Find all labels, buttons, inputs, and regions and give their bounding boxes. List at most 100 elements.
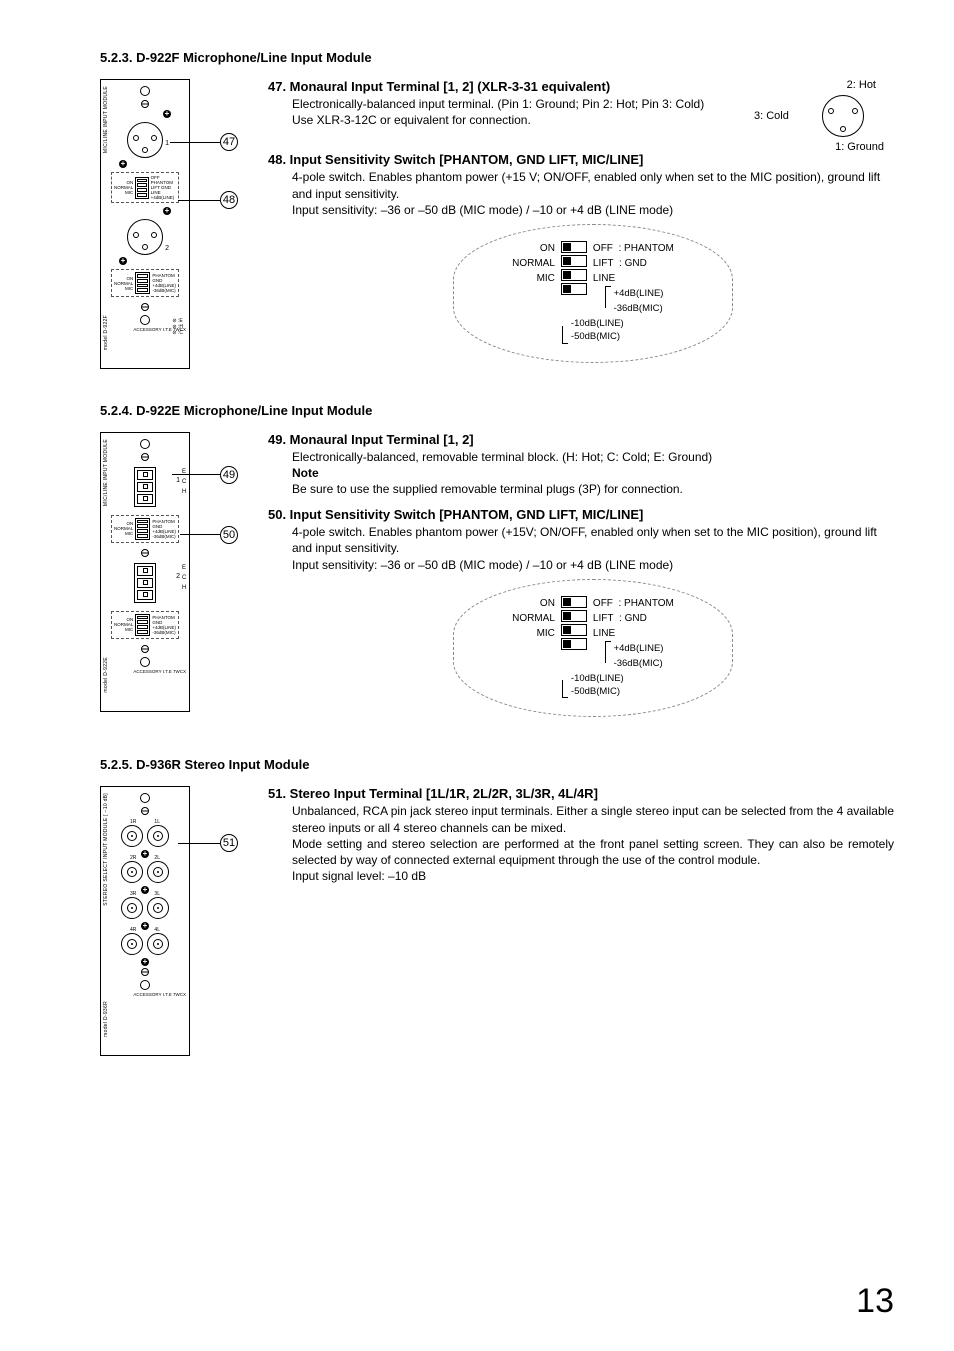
term-e: E (182, 563, 186, 573)
dip-l3: MIC (512, 626, 555, 641)
module-d922e: MIC/LINE INPUT MODULE model D-922E E C H… (100, 432, 240, 728)
slot-screw-icon (141, 968, 149, 976)
dip-r3: LINE (593, 626, 674, 641)
module-d922e-side-top: MIC/LINE INPUT MODULE (103, 439, 109, 506)
item-48-title: 48. Input Sensitivity Switch [PHANTOM, G… (268, 152, 894, 167)
xlr-pinout-diagram: 2: Hot 3: Cold 1: Ground (754, 79, 894, 153)
rca-jack-icon (147, 897, 169, 919)
section-525-heading: 5.2.5. D-936R Stereo Input Module (100, 757, 894, 772)
item-50: 50. Input Sensitivity Switch [PHANTOM, G… (268, 507, 894, 717)
dip-a1: +4dB(LINE) (614, 286, 664, 301)
item-47-body2: Use XLR-3-12C or equivalent for connecti… (292, 112, 744, 128)
pin-1-ground-label: 1: Ground (754, 141, 894, 153)
pin-3-cold-label: 3: Cold (754, 110, 789, 122)
rca-jack-icon (121, 861, 143, 883)
dip-label: +4dB(LINE) (152, 529, 176, 534)
section-524-content: 49. Monaural Input Terminal [1, 2] Elect… (268, 432, 894, 728)
dip-t2: : GND (619, 613, 647, 624)
callout-51: 51 (178, 834, 238, 852)
section-525-content: 51. Stereo Input Terminal [1L/1R, 2L/2R,… (268, 786, 894, 1056)
dip-a2: -36dB(MIC) (614, 301, 664, 316)
term-h: H (182, 583, 186, 593)
plus-screw-icon (163, 110, 171, 118)
dip-l2: NORMAL (512, 256, 555, 271)
rca-jack-icon (121, 897, 143, 919)
plus-screw-icon (163, 207, 171, 215)
dip-label: +4dB(LINE) (151, 195, 176, 200)
module-d922f-side-bottom: model D-922F (103, 315, 109, 350)
rca-jack-icon (121, 825, 143, 847)
module-d922f-side-top: MIC/LINE INPUT MODULE (103, 86, 109, 153)
item-50-body2: Input sensitivity: –36 or –50 dB (MIC mo… (292, 557, 894, 573)
dip-l1: ON (512, 596, 555, 611)
dip-l3: MIC (512, 271, 555, 286)
plus-screw-icon (119, 257, 127, 265)
section-524-heading: 5.2.4. D-922E Microphone/Line Input Modu… (100, 403, 894, 418)
rca-jack-icon (147, 933, 169, 955)
dip-label: -36dB(MIC) (152, 534, 176, 539)
rca-jack-icon (147, 825, 169, 847)
dip-switch-icon: ON NORMAL MIC OFF PHANTOM LIFT GND LINE … (111, 172, 179, 203)
item-47-body1: Electronically-balanced input terminal. … (292, 96, 744, 112)
channel-2-label: 2 (165, 245, 169, 252)
slot-screw-icon (141, 453, 149, 461)
item-48-body2: Input sensitivity: –36 or –50 dB (MIC mo… (292, 202, 894, 218)
dip-switch-icon: ON NORMAL MIC PHANTOM GND +4dB(LINE) -36… (111, 515, 179, 543)
dip-label: PHANTOM (152, 519, 176, 524)
rca-pair-4: 4R4L (121, 933, 169, 955)
dip-b1: -10dB(LINE) (571, 318, 624, 331)
dip-a2: -36dB(MIC) (614, 656, 664, 671)
slot-screw-icon (141, 303, 149, 311)
dip-label: GND (161, 185, 171, 190)
dip-b2: -50dB(MIC) (571, 331, 624, 344)
item-48: 48. Input Sensitivity Switch [PHANTOM, G… (268, 152, 894, 362)
screw-hole-icon (140, 86, 150, 96)
section-525: 5.2.5. D-936R Stereo Input Module STEREO… (100, 757, 894, 1056)
accessory-label: ACCESSORY I.T.E 7WCX (101, 992, 189, 997)
dip-label: MIC (114, 286, 133, 291)
screw-hole-icon (140, 657, 150, 667)
dip-label: +4dB(LINE) (152, 625, 176, 630)
dip-l2: NORMAL (512, 611, 555, 626)
item-51-body1: Unbalanced, RCA pin jack stereo input te… (292, 803, 894, 835)
item-51-body2: Mode setting and stereo selection are pe… (292, 836, 894, 868)
module-d936r: STEREO SELECT INPUT MODULE [ −10 dB] mod… (100, 786, 240, 1056)
dip-switch-icon: ON NORMAL MIC PHANTOM GND +4dB(LINE) -36… (111, 611, 179, 639)
dip-label: MIC (114, 627, 133, 632)
callout-50: 50 (180, 526, 238, 544)
module-d936r-side-bottom: model D-936R (103, 1001, 109, 1037)
section-523-content: 47. Monaural Input Terminal [1, 2] (XLR-… (268, 79, 894, 373)
terminal-block-icon (134, 563, 156, 603)
dip-t1: : PHANTOM (618, 243, 673, 254)
term-h: H (182, 487, 186, 497)
rca-pair-3: 3R3L (121, 897, 169, 919)
callout-49: 49 (172, 466, 238, 484)
xlr-connector-icon (822, 95, 864, 137)
channel-1-label: 1 (165, 140, 169, 147)
dip-r1: OFF (593, 243, 613, 254)
item-50-title: 50. Input Sensitivity Switch [PHANTOM, G… (268, 507, 894, 522)
rca-jack-icon (121, 933, 143, 955)
slot-screw-icon (141, 549, 149, 557)
slot-screw-icon (141, 645, 149, 653)
dip-label: -36dB(MIC) (152, 630, 176, 635)
rca-jack-icon (147, 861, 169, 883)
dip-b2: -50dB(MIC) (571, 686, 624, 699)
dip-label: NORMAL (114, 281, 133, 286)
item-49: 49. Monaural Input Terminal [1, 2] Elect… (268, 432, 894, 498)
dip-b1: -10dB(LINE) (571, 673, 624, 686)
plus-screw-icon (119, 160, 127, 168)
screw-hole-icon (140, 793, 150, 803)
accessory-label: ACCESSORY I.T.E 7WCX (101, 669, 189, 674)
item-49-note-body: Be sure to use the supplied removable te… (292, 481, 894, 497)
item-49-body1: Electronically-balanced, removable termi… (292, 449, 894, 465)
screw-hole-icon (140, 980, 150, 990)
dip-diagram-50: ON NORMAL MIC OFF : PHANTOM LIFT : GND L… (453, 579, 733, 718)
rca-pair-2: 2R2L (121, 861, 169, 883)
page-number: 13 (856, 1282, 894, 1321)
dip-a1: +4dB(LINE) (614, 641, 664, 656)
term-c: C (182, 573, 186, 583)
slot-screw-icon (141, 100, 149, 108)
slot-screw-icon (141, 807, 149, 815)
dip-t1: : PHANTOM (618, 598, 673, 609)
